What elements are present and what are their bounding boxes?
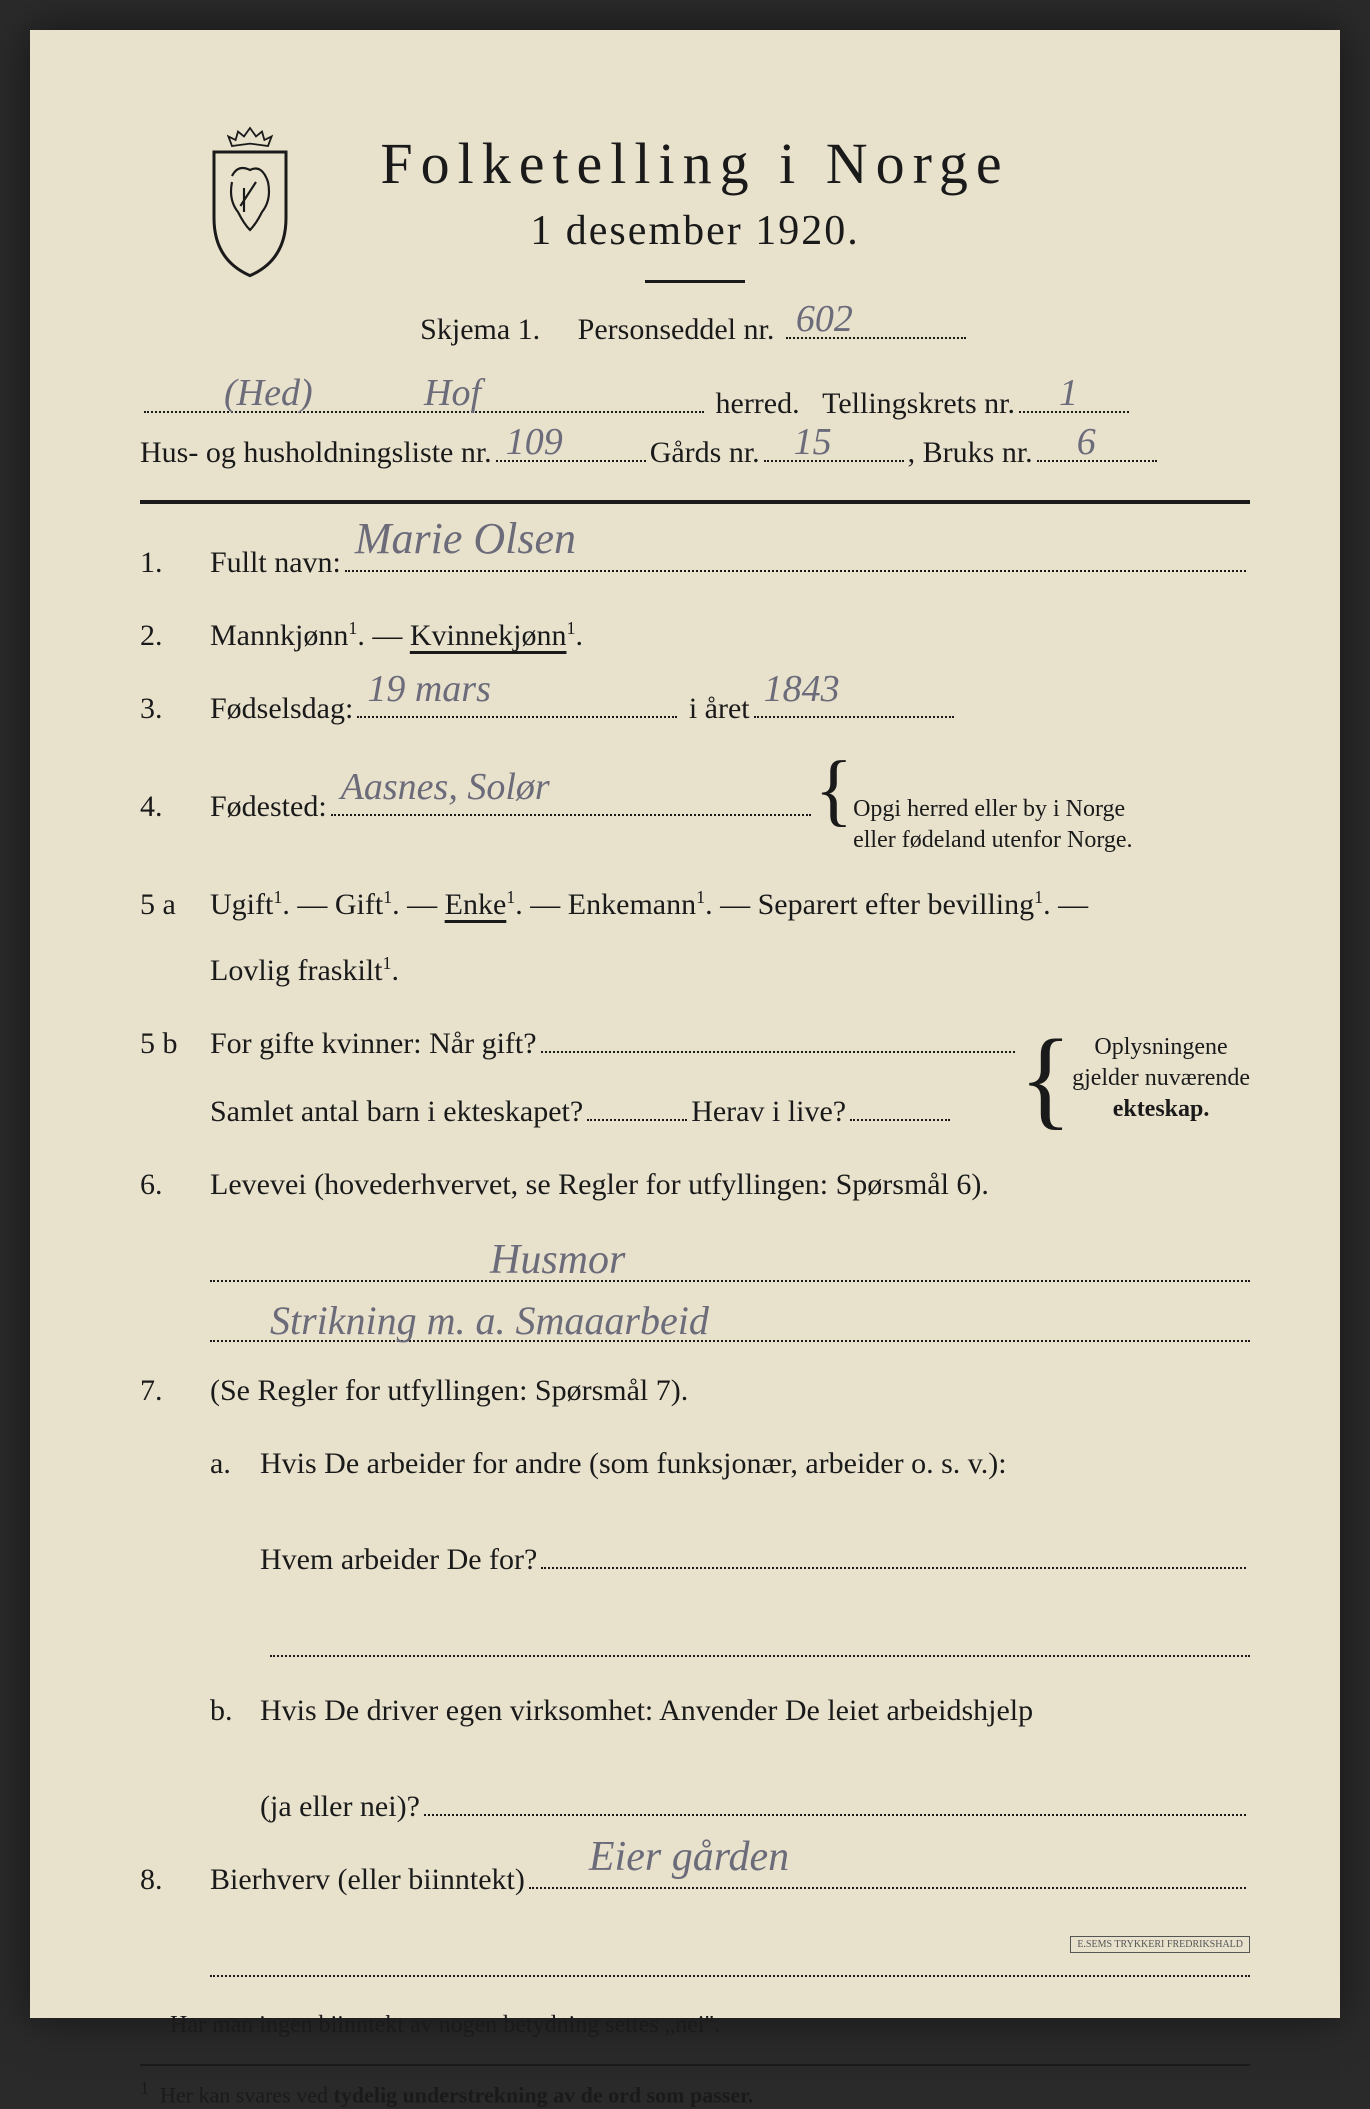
gards-field: 15 — [764, 460, 904, 462]
q6-value-1: Husmor — [490, 1236, 625, 1284]
question-7: 7. (Se Regler for utfyllingen: Spørsmål … — [140, 1367, 1250, 1415]
q3-mid: i året — [689, 685, 750, 733]
q7b-field — [424, 1814, 1246, 1816]
q2-number: 2. — [140, 612, 210, 660]
q2-female: Kvinnekjønn — [410, 619, 567, 652]
q6-value-2: Strikning m. a. Smaaarbeid — [270, 1297, 709, 1344]
norway-coat-of-arms-icon — [190, 120, 310, 280]
question-7a: a. Hvis De arbeider for andre (som funks… — [210, 1440, 1250, 1584]
q6-label: Levevei (hovederhvervet, se Regler for u… — [210, 1161, 1250, 1209]
q6-line-1: Husmor — [210, 1234, 1250, 1282]
q3-year-value: 1843 — [764, 659, 840, 720]
husliste-value: 109 — [506, 420, 563, 464]
q5b-note: Oplysningene gjelder nuværende ekteskap. — [1072, 1032, 1250, 1126]
printer-mark: E.SEMS TRYKKERI FREDRIKSHALD — [1070, 1936, 1250, 1953]
q3-day-value: 19 mars — [367, 659, 491, 720]
footnote: 1 Her kan svares ved tydelig understrekn… — [140, 2064, 1250, 2108]
herred-value: Hof — [424, 371, 481, 415]
q6-answer-lines: Husmor Strikning m. a. Smaaarbeid — [210, 1234, 1250, 1342]
q7a-extra-line — [270, 1609, 1250, 1657]
question-6: 6. Levevei (hovederhvervet, se Regler fo… — [140, 1161, 1250, 1209]
q3-year-field: 1843 — [754, 716, 954, 718]
question-8: 8. Bierhverv (eller biinntekt) Eier gård… — [140, 1856, 1250, 1904]
question-1: 1. Fullt navn: Marie Olsen — [140, 539, 1250, 587]
herred-label: herred. — [716, 387, 800, 421]
q8-field: Eier gården — [529, 1887, 1246, 1889]
husliste-line: Hus- og husholdningsliste nr. 109 Gårds … — [140, 436, 1250, 470]
q3-number: 3. — [140, 685, 210, 733]
husliste-field: 109 — [496, 460, 646, 462]
bruks-label: , Bruks nr. — [908, 436, 1033, 470]
q2-male: Mannkjønn — [210, 619, 348, 652]
q4-note: Opgi herred eller by i Norge eller fødel… — [853, 794, 1132, 856]
question-2: 2. Mannkjønn1. — Kvinnekjønn1. — [140, 612, 1250, 660]
q7a-letter: a. — [210, 1440, 260, 1488]
q5b-number: 5 b — [140, 1020, 210, 1068]
q1-number: 1. — [140, 539, 210, 587]
section-divider — [140, 500, 1250, 504]
footer-note: Har man ingen biinntekt av nogen betydni… — [170, 2012, 1250, 2039]
q7a-field — [541, 1567, 1246, 1569]
bruks-field: 6 — [1037, 460, 1157, 462]
q4-field: Aasnes, Solør — [331, 814, 811, 816]
q5b-gift-field — [541, 1051, 1016, 1053]
q6-line-2: Strikning m. a. Smaaarbeid — [210, 1294, 1250, 1342]
husliste-label: Hus- og husholdningsliste nr. — [140, 436, 492, 470]
question-7b: b. Hvis De driver egen virksomhet: Anven… — [210, 1687, 1250, 1831]
tellingskrets-field: 1 — [1019, 411, 1129, 413]
gards-value: 15 — [794, 420, 832, 464]
q7-label: (Se Regler for utfyllingen: Spørsmål 7). — [210, 1367, 1250, 1415]
q3-day-field: 19 mars — [357, 716, 677, 718]
personseddel-label: Personseddel nr. — [578, 313, 775, 346]
gards-label: Gårds nr. — [650, 436, 760, 470]
q8-label: Bierhverv (eller biinntekt) — [210, 1856, 525, 1904]
q1-label: Fullt navn: — [210, 539, 341, 587]
tellingskrets-label: Tellingskrets nr. — [822, 387, 1015, 421]
q5a-number: 5 a — [140, 881, 210, 929]
question-5a: 5 a Ugift1. — Gift1. — Enke1. — Enkemann… — [140, 881, 1250, 995]
q6-number: 6. — [140, 1161, 210, 1209]
brace-icon: { — [815, 758, 853, 822]
herred-line: (Hed) Hof herred. Tellingskrets nr. 1 — [140, 387, 1250, 421]
q3-label: Fødselsdag: — [210, 685, 353, 733]
skjema-label: Skjema 1. — [420, 313, 540, 346]
q4-value: Aasnes, Solør — [341, 757, 550, 818]
title-divider — [645, 280, 745, 283]
brace-icon: { — [1019, 1034, 1072, 1122]
tellingskrets-value: 1 — [1059, 371, 1078, 415]
herred-field: (Hed) Hof — [144, 411, 704, 413]
q7-number: 7. — [140, 1367, 210, 1415]
personseddel-value: 602 — [796, 297, 853, 341]
q5b-barn-field — [587, 1119, 687, 1121]
question-5b: 5 b For gifte kvinner: Når gift? Samlet … — [140, 1020, 1250, 1136]
q4-label: Fødested: — [210, 783, 327, 831]
herred-prefix: (Hed) — [224, 371, 313, 415]
question-3: 3. Fødselsdag: 19 mars i året 1843 — [140, 685, 1250, 733]
q4-number: 4. — [140, 783, 210, 831]
q8-number: 8. — [140, 1856, 210, 1904]
census-form-page: Folketelling i Norge 1 desember 1920. Sk… — [30, 30, 1340, 2018]
bruks-value: 6 — [1077, 420, 1096, 464]
q8-value: Eier gården — [589, 1824, 789, 1891]
q7b-letter: b. — [210, 1687, 260, 1735]
form-header: Folketelling i Norge 1 desember 1920. Sk… — [140, 130, 1250, 347]
q1-value: Marie Olsen — [355, 504, 576, 574]
personseddel-field: 602 — [786, 337, 966, 339]
question-4: 4. Fødested: Aasnes, Solør { Opgi herred… — [140, 758, 1250, 856]
q5b-live-field — [850, 1119, 950, 1121]
skjema-line: Skjema 1. Personseddel nr. 602 — [140, 313, 1250, 347]
q1-field: Marie Olsen — [345, 570, 1246, 572]
